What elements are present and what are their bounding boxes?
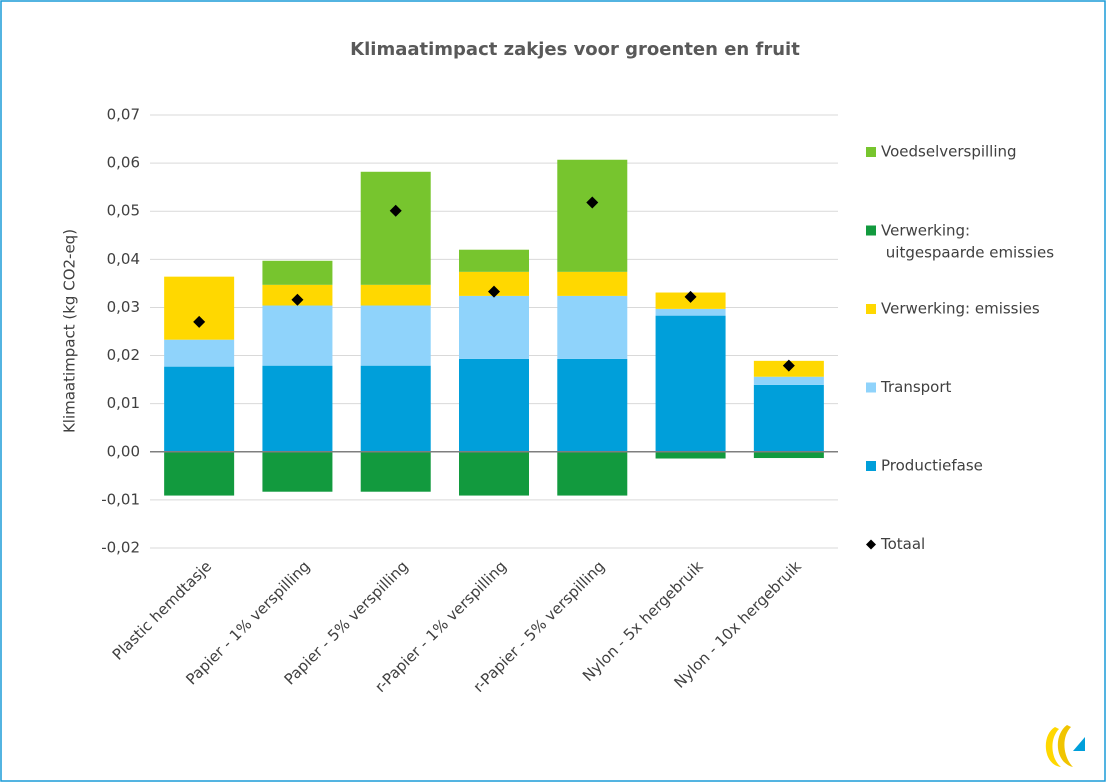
bar-segment bbox=[262, 260, 333, 285]
y-tick-label: -0,01 bbox=[101, 490, 140, 508]
bar-segment bbox=[753, 451, 824, 459]
bar-segment bbox=[557, 271, 628, 296]
legend-swatch bbox=[866, 461, 876, 471]
legend-label: Verwerking: uitgespaarde emissies bbox=[881, 221, 1054, 261]
y-tick-label: 0,01 bbox=[107, 394, 140, 412]
total-marker bbox=[586, 196, 599, 209]
bar-segment bbox=[360, 451, 431, 492]
legend-label: Verwerking: emissies bbox=[881, 300, 1040, 318]
chart-title: Klimaatimpact zakjes voor groenten en fr… bbox=[350, 39, 800, 60]
bar-segment bbox=[655, 451, 726, 459]
legend-label: Totaal bbox=[880, 535, 925, 553]
total-marker bbox=[291, 293, 304, 306]
bar-segment bbox=[557, 295, 628, 359]
legend-swatch bbox=[866, 225, 876, 236]
bar-segment bbox=[459, 451, 529, 496]
bar-segment bbox=[557, 451, 628, 496]
total-marker bbox=[193, 315, 206, 328]
total-marker bbox=[389, 204, 402, 217]
bar-segment bbox=[459, 358, 529, 452]
bar-segment bbox=[164, 451, 235, 496]
legend-line: Verwerking: bbox=[881, 221, 970, 239]
total-marker bbox=[488, 285, 500, 298]
legend-swatch bbox=[866, 147, 876, 157]
bar-segment bbox=[557, 159, 628, 272]
total-marker bbox=[782, 359, 795, 372]
legend-line: uitgespaarde emissies bbox=[881, 243, 1054, 261]
y-axis-label: Klimaatimpact (kg CO2-eq) bbox=[61, 229, 79, 433]
legend-swatch bbox=[866, 382, 876, 393]
bar-segment bbox=[360, 284, 431, 306]
y-tick-label: 0,02 bbox=[107, 346, 140, 364]
y-tick-label: 0,04 bbox=[107, 250, 140, 268]
bar-segment bbox=[360, 171, 431, 285]
y-tick-label: 0,06 bbox=[107, 154, 140, 172]
y-tick-label: 0,05 bbox=[107, 202, 140, 220]
bar-segment bbox=[262, 365, 333, 452]
y-tick-label: 0,00 bbox=[107, 442, 140, 460]
bar-segment bbox=[262, 305, 333, 366]
bar-segment bbox=[655, 308, 726, 316]
bar-segment bbox=[360, 365, 431, 452]
legend-label: Voedselverspilling bbox=[881, 143, 1017, 161]
legend-swatch bbox=[866, 304, 876, 314]
y-tick-label: 0,07 bbox=[107, 106, 140, 124]
bar-segment bbox=[459, 249, 529, 272]
bar-segment bbox=[459, 295, 529, 359]
y-tick-label: -0,02 bbox=[101, 539, 140, 557]
bar-segment bbox=[557, 358, 628, 452]
bar-segment bbox=[753, 384, 824, 452]
logo bbox=[1045, 725, 1085, 767]
legend-label: Transport bbox=[880, 378, 952, 396]
legend-swatch bbox=[866, 539, 876, 550]
bar-segment bbox=[753, 376, 824, 385]
bar-segment bbox=[164, 339, 235, 367]
bar-segment bbox=[164, 366, 235, 452]
bar-segment bbox=[360, 305, 431, 366]
bar-segment bbox=[262, 451, 333, 492]
bar-segment bbox=[164, 276, 235, 340]
y-tick-label: 0,03 bbox=[107, 298, 140, 316]
legend-label: Productiefase bbox=[881, 457, 983, 475]
bar-segment bbox=[655, 315, 726, 452]
total-marker bbox=[684, 290, 697, 303]
